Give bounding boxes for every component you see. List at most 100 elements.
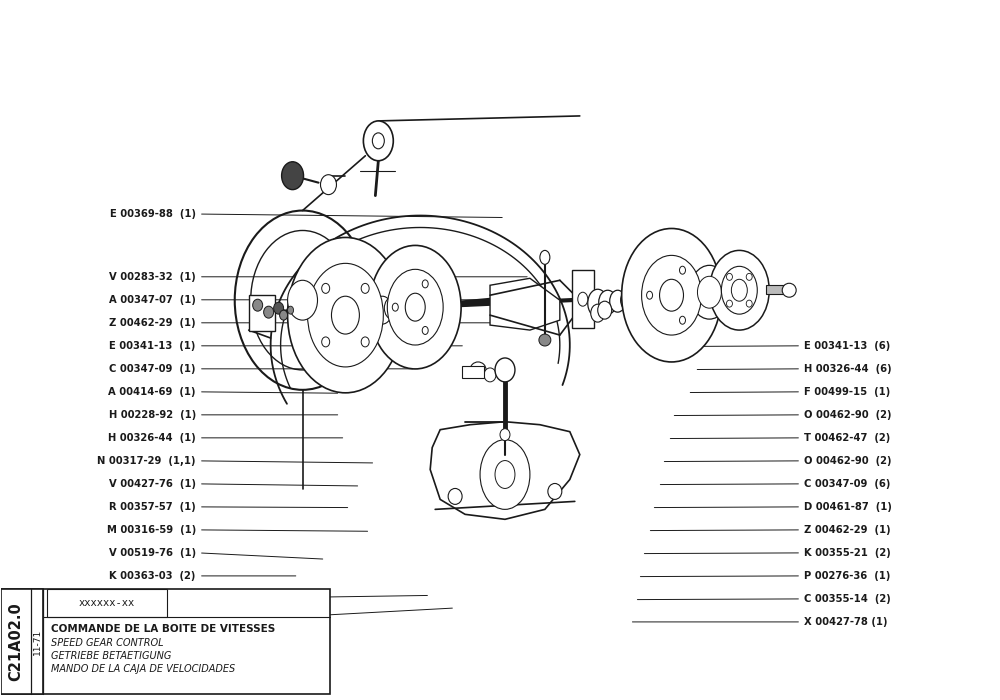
Ellipse shape [448,489,462,505]
Polygon shape [430,421,580,519]
Ellipse shape [621,290,635,310]
Ellipse shape [680,316,685,324]
Ellipse shape [689,265,729,319]
Text: H 00326-44  (6): H 00326-44 (6) [804,364,892,374]
Ellipse shape [288,280,318,320]
Ellipse shape [642,256,701,335]
Bar [572,270,594,328]
Text: X 00427-78 (1): X 00427-78 (1) [804,617,888,627]
Text: SPEED GEAR CONTROL: SPEED GEAR CONTROL [51,638,164,648]
Text: D 00461-87  (1): D 00461-87 (1) [804,502,892,512]
Ellipse shape [578,292,588,306]
Text: E 00341-13  (1): E 00341-13 (1) [109,341,196,351]
Text: H 00326-44  (1): H 00326-44 (1) [108,433,196,443]
Ellipse shape [726,274,732,280]
Text: V 00427-76  (1): V 00427-76 (1) [109,479,196,489]
Ellipse shape [495,358,515,382]
Ellipse shape [372,296,392,324]
Ellipse shape [782,284,796,298]
Text: T 00462-47  (2): T 00462-47 (2) [804,433,890,443]
Ellipse shape [280,310,288,320]
Ellipse shape [709,251,769,330]
Polygon shape [490,279,560,330]
Ellipse shape [372,133,384,149]
Text: O 00462-90  (2): O 00462-90 (2) [804,410,892,420]
Ellipse shape [253,299,263,312]
Ellipse shape [540,251,550,265]
Bar [47,589,167,617]
Ellipse shape [495,461,515,489]
Text: V 00283-32  (1): V 00283-32 (1) [109,272,196,282]
Text: E 00369-88  (1): E 00369-88 (1) [110,209,196,219]
Text: K 00355-21  (2): K 00355-21 (2) [804,548,891,558]
Ellipse shape [588,289,608,317]
Bar [1,589,43,694]
Ellipse shape [369,246,461,369]
Ellipse shape [405,293,425,321]
Ellipse shape [746,300,752,307]
Ellipse shape [264,306,274,318]
Bar [766,286,788,294]
Ellipse shape [384,298,400,319]
Ellipse shape [361,337,369,347]
Text: H 01273-12  (1): H 01273-12 (1) [108,594,196,604]
Text: N 00317-29  (1,1): N 00317-29 (1,1) [97,456,196,466]
Ellipse shape [422,280,428,288]
Ellipse shape [331,296,359,334]
Ellipse shape [282,162,304,190]
Ellipse shape [500,428,510,440]
Text: M 00316-59  (1): M 00316-59 (1) [107,525,196,535]
Text: K 00363-03  (2): K 00363-03 (2) [109,571,196,581]
Text: A 00347-07  (1): A 00347-07 (1) [109,295,196,304]
Ellipse shape [721,266,757,314]
Text: C 00347-09  (6): C 00347-09 (6) [804,479,891,489]
Ellipse shape [697,276,721,308]
Ellipse shape [599,290,617,314]
Ellipse shape [387,270,443,345]
Ellipse shape [548,484,562,499]
Text: C 00355-14  (2): C 00355-14 (2) [804,594,891,604]
Ellipse shape [322,337,330,347]
Ellipse shape [392,303,398,312]
Ellipse shape [598,301,612,319]
Ellipse shape [484,368,496,382]
Ellipse shape [591,304,605,322]
Text: GETRIEBE BETAETIGUNG: GETRIEBE BETAETIGUNG [51,651,172,661]
Ellipse shape [746,274,752,280]
Text: A 00414-69  (1): A 00414-69 (1) [108,387,196,397]
Text: COMMANDE DE LA BOITE DE VITESSES: COMMANDE DE LA BOITE DE VITESSES [51,624,276,634]
Text: H 00228-92  (1): H 00228-92 (1) [109,410,196,420]
Text: C 00347-09  (1): C 00347-09 (1) [109,364,196,374]
Ellipse shape [251,230,354,370]
Text: E 00341-13  (6): E 00341-13 (6) [804,341,890,351]
Ellipse shape [470,362,486,378]
Text: C21A02.0: C21A02.0 [8,603,23,681]
Ellipse shape [288,306,294,314]
Ellipse shape [235,211,370,390]
Text: V 00519-76  (1): V 00519-76 (1) [109,548,196,558]
Ellipse shape [539,334,551,346]
Text: Z 00462-29  (1): Z 00462-29 (1) [109,318,196,328]
Ellipse shape [731,279,747,301]
Text: MANDO DE LA CAJA DE VELOCIDADES: MANDO DE LA CAJA DE VELOCIDADES [51,664,236,673]
Text: G 00299-06  (1): G 00299-06 (1) [109,617,196,627]
Ellipse shape [363,121,393,161]
Text: xxxxxx-xx: xxxxxx-xx [79,598,135,608]
Ellipse shape [660,279,683,312]
Ellipse shape [320,175,336,195]
Ellipse shape [726,300,732,307]
Ellipse shape [622,228,721,362]
Bar [462,366,484,378]
Ellipse shape [480,440,530,510]
Ellipse shape [308,263,383,367]
Text: P 00276-36  (1): P 00276-36 (1) [804,571,891,581]
Ellipse shape [647,291,653,299]
Text: 11-71: 11-71 [33,629,42,655]
Ellipse shape [361,284,369,293]
Ellipse shape [274,302,284,314]
Text: R 00357-57  (1): R 00357-57 (1) [109,502,196,512]
Bar [1,589,330,694]
Bar [249,295,275,331]
Text: Z 00462-29  (1): Z 00462-29 (1) [804,525,891,535]
Ellipse shape [422,326,428,335]
